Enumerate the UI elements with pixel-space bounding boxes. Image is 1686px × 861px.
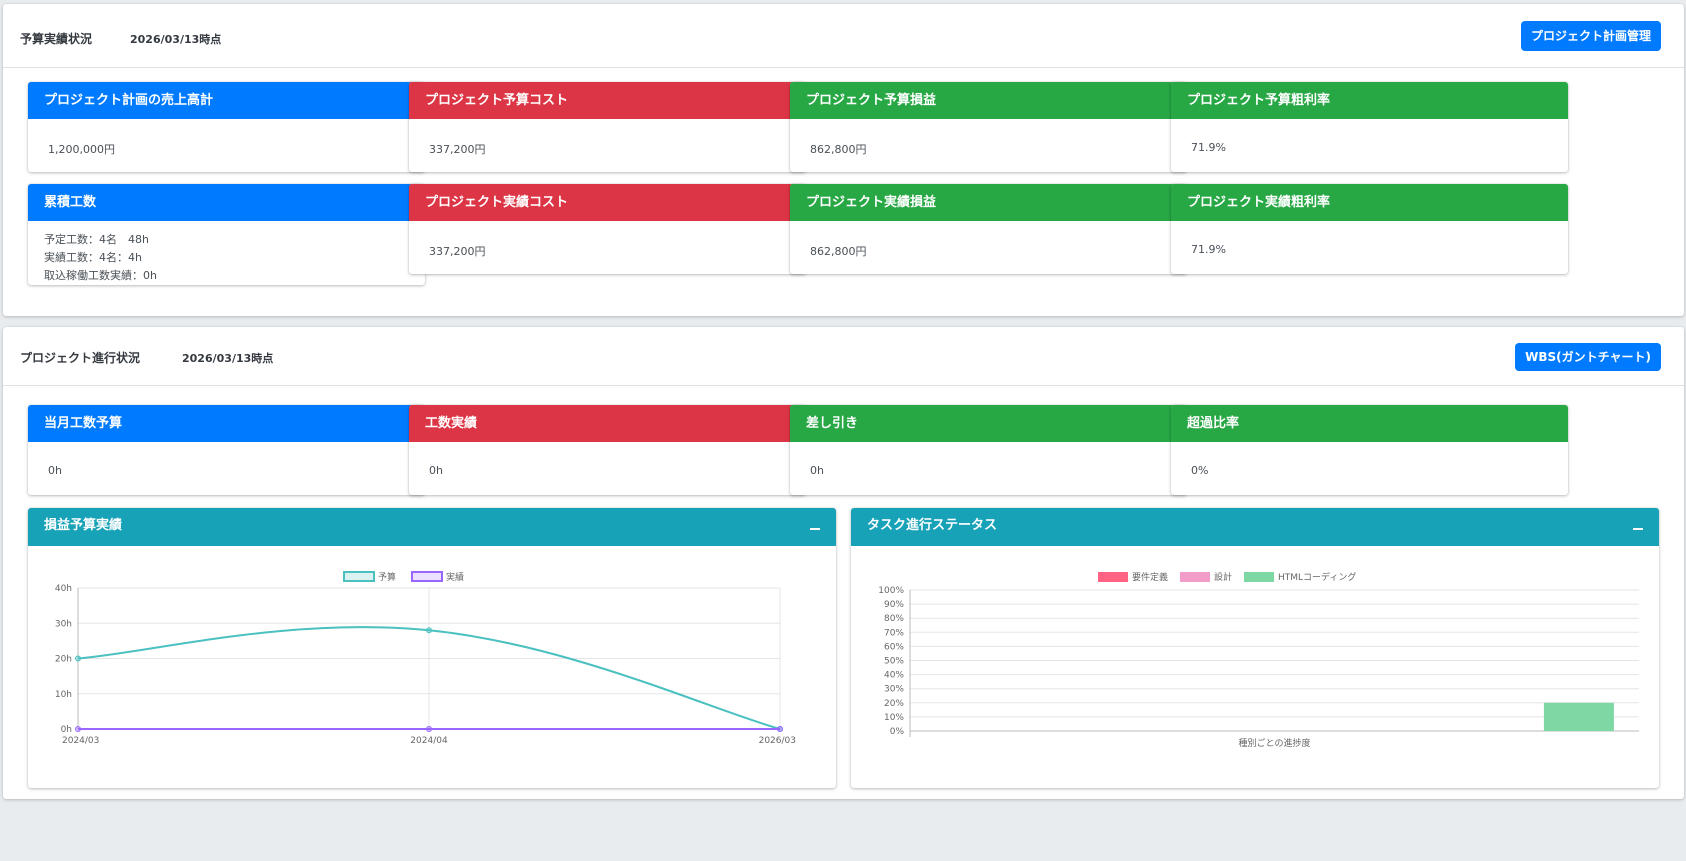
profit-chart-header: 損益予算実績 <box>28 508 836 546</box>
legend-swatch <box>411 571 443 582</box>
budget-profit-card: プロジェクト予算損益 862,800円 <box>790 82 1187 172</box>
data-point <box>75 655 81 662</box>
actual-cost-card: プロジェクト実績コスト 337,200円 <box>409 184 806 274</box>
card-title: プロジェクト予算粗利率 <box>1171 82 1568 119</box>
legend-label: 実績 <box>446 571 464 583</box>
cumulative-hours-card: 累積工数 予定工数：4名 48h 実績工数：4名：4h 取込稼働工数実績：0h <box>28 184 425 285</box>
card-value: 0% <box>1191 464 1209 477</box>
budget-section-header: 予算実績状況 2026/03/13時点 プロジェクト計画管理 <box>3 4 1684 68</box>
x-tick-label: 2026/03 <box>759 736 796 746</box>
profit-budget-actual-card: 損益予算実績 0h 10h 20h 30h 40h 2024/03 2024/04 2026/… <box>28 508 836 788</box>
card-value: 1,200,000円 <box>48 143 115 156</box>
data-point <box>426 627 432 634</box>
card-value: 71.9% <box>1191 141 1226 154</box>
imported-hours-line: 取込稼働工数実績：0h <box>44 269 157 282</box>
y-tick-label: 10h <box>55 690 72 700</box>
card-value: 862,800円 <box>810 143 867 156</box>
y-tick-label: 70% <box>884 628 904 638</box>
profit-line-chart: 0h 10h 20h 30h 40h 2024/03 2024/04 2026/03 予算 実績 <box>55 571 796 746</box>
budget-margin-card: プロジェクト予算粗利率 71.9% <box>1171 82 1568 172</box>
budget-section: 予算実績状況 2026/03/13時点 プロジェクト計画管理 プロジェクト計画の… <box>3 4 1684 316</box>
card-title: 差し引き <box>790 405 1187 442</box>
legend-swatch <box>343 571 375 582</box>
progress-section-header: プロジェクト進行状況 2026/03/13時点 WBS(ガントチャート) <box>3 327 1684 386</box>
hours-actual-card: 工数実績 0h <box>409 405 806 495</box>
card-title: 超過比率 <box>1171 405 1568 442</box>
y-tick-label: 50% <box>884 657 904 667</box>
legend-label: HTMLコーディング <box>1278 571 1356 583</box>
task-chart-header: タスク進行ステータス <box>851 508 1659 546</box>
y-tick-label: 40h <box>55 584 72 594</box>
data-point <box>777 726 783 732</box>
y-tick-label: 80% <box>884 614 904 624</box>
y-tick-label: 20h <box>55 655 72 665</box>
progress-section: プロジェクト進行状況 2026/03/13時点 WBS(ガントチャート) 当月工… <box>3 327 1684 799</box>
card-title: 累積工数 <box>28 184 425 221</box>
y-tick-label: 20% <box>884 699 904 709</box>
card-title: プロジェクト予算損益 <box>790 82 1187 119</box>
legend-swatch <box>1098 572 1128 582</box>
monthly-hours-budget-card: 当月工数予算 0h <box>28 405 425 495</box>
chart-title: 損益予算実績 <box>44 518 123 533</box>
data-point <box>426 726 432 732</box>
sales-total-card: プロジェクト計画の売上高計 1,200,000円 <box>28 82 425 172</box>
card-lines: 予定工数：4名 48h 実績工数：4名：4h 取込稼働工数実績：0h <box>28 221 425 285</box>
budget-cost-card: プロジェクト予算コスト 337,200円 <box>409 82 806 172</box>
planned-hours-line: 予定工数：4名 48h <box>44 233 149 246</box>
x-axis-label: 種別ごとの進捗度 <box>1239 737 1311 749</box>
card-value: 862,800円 <box>810 245 867 258</box>
section-date: 2026/03/13時点 <box>182 352 274 365</box>
legend-label: 設計 <box>1214 571 1232 583</box>
chart-title: タスク進行ステータス <box>867 518 998 533</box>
y-tick-label: 0h <box>61 725 72 735</box>
y-tick-label: 90% <box>884 600 904 610</box>
project-plan-management-button[interactable]: プロジェクト計画管理 <box>1520 21 1661 51</box>
card-value: 0h <box>429 464 443 477</box>
card-title: プロジェクト実績損益 <box>790 184 1187 221</box>
y-tick-label: 30h <box>55 619 72 629</box>
difference-card: 差し引き 0h <box>790 405 1187 495</box>
x-tick-label: 2024/04 <box>410 736 448 746</box>
card-title: 当月工数予算 <box>28 405 425 442</box>
wbs-gantt-button[interactable]: WBS(ガントチャート) <box>1515 343 1661 371</box>
actual-margin-card: プロジェクト実績粗利率 71.9% <box>1171 184 1568 274</box>
collapse-button[interactable] <box>1629 516 1647 536</box>
actual-hours-line: 実績工数：4名：4h <box>44 251 142 264</box>
collapse-button[interactable] <box>806 516 824 536</box>
legend-swatch <box>1244 572 1274 582</box>
section-date: 2026/03/13時点 <box>130 33 222 46</box>
y-tick-label: 60% <box>884 642 904 652</box>
card-title: プロジェクト実績コスト <box>409 184 806 221</box>
legend-swatch <box>1180 572 1210 582</box>
card-title: プロジェクト実績粗利率 <box>1171 184 1568 221</box>
task-progress-bar-chart: 0% 10% 20% 30% 40% 50% 60% 70% 80% 90% 100% 種別ごとの進捗… <box>878 571 1639 749</box>
card-value: 71.9% <box>1191 243 1226 256</box>
data-point <box>75 726 81 732</box>
series-line <box>77 626 781 730</box>
y-tick-label: 30% <box>884 685 904 695</box>
card-value: 0h <box>810 464 824 477</box>
y-tick-label: 40% <box>884 671 904 681</box>
y-tick-label: 100% <box>878 586 904 596</box>
card-value: 337,200円 <box>429 245 486 258</box>
card-title: プロジェクト予算コスト <box>409 82 806 119</box>
overrun-ratio-card: 超過比率 0% <box>1171 405 1568 495</box>
legend-label: 予算 <box>378 571 396 583</box>
actual-profit-card: プロジェクト実績損益 862,800円 <box>790 184 1187 274</box>
card-title: 工数実績 <box>409 405 806 442</box>
section-title: プロジェクト進行状況 <box>20 351 141 365</box>
card-value: 0h <box>48 464 62 477</box>
task-status-card: タスク進行ステータス 0% 10% 20% 30% 40% 50% 60% 70% 80% 90%… <box>851 508 1659 788</box>
y-tick-label: 10% <box>884 713 904 723</box>
bar <box>1543 702 1614 731</box>
x-tick-label: 2024/03 <box>62 736 99 746</box>
card-value: 337,200円 <box>429 143 486 156</box>
section-title: 予算実績状況 <box>20 32 93 46</box>
legend-label: 要件定義 <box>1132 571 1168 583</box>
card-title: プロジェクト計画の売上高計 <box>28 82 425 119</box>
y-tick-label: 0% <box>890 727 905 737</box>
